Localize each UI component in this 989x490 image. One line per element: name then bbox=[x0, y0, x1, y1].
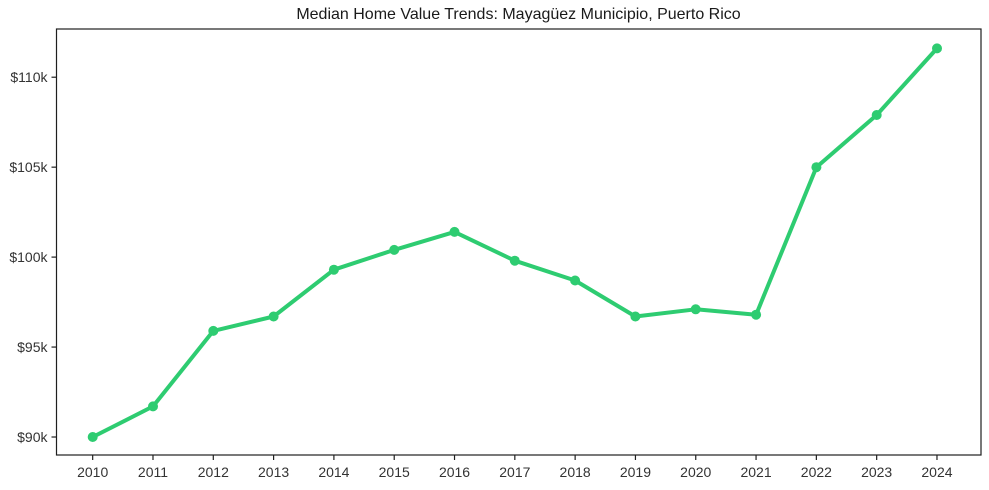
x-axis-tick-label: 2016 bbox=[439, 464, 470, 480]
x-axis-tick-label: 2018 bbox=[560, 464, 591, 480]
y-axis-tick-label: $110k bbox=[10, 69, 48, 85]
x-axis-tick-label: 2012 bbox=[198, 464, 229, 480]
data-point-2010 bbox=[87, 432, 98, 442]
x-axis-tick-label: 2011 bbox=[138, 464, 168, 480]
data-point-2015 bbox=[389, 244, 400, 255]
x-axis-tick-label: 2013 bbox=[258, 464, 289, 480]
data-point-2020 bbox=[690, 304, 701, 315]
y-axis-tick-label: $105k bbox=[9, 159, 48, 175]
data-point-2012 bbox=[208, 325, 219, 336]
x-axis-tick-label: 2019 bbox=[620, 464, 651, 480]
x-axis-tick-label: 2014 bbox=[318, 464, 349, 480]
x-axis-tick-label: 2023 bbox=[861, 464, 892, 480]
data-point-2021 bbox=[751, 309, 762, 320]
x-axis-tick-label: 2017 bbox=[499, 464, 530, 480]
data-point-2016 bbox=[449, 226, 460, 237]
data-point-2014 bbox=[328, 264, 339, 275]
data-point-2022 bbox=[811, 162, 822, 173]
data-point-2013 bbox=[268, 311, 279, 322]
data-point-2011 bbox=[148, 401, 158, 412]
plot-area bbox=[55, 28, 982, 456]
data-point-2018 bbox=[570, 275, 581, 286]
data-point-2024 bbox=[932, 43, 942, 54]
x-axis-tick-label: 2020 bbox=[680, 464, 711, 480]
x-axis-tick-label: 2015 bbox=[379, 464, 410, 480]
x-axis-tick-label: 2022 bbox=[801, 464, 832, 480]
data-point-2023 bbox=[871, 110, 882, 120]
y-axis-tick-label: $90k bbox=[17, 429, 48, 445]
x-axis-tick-label: 2010 bbox=[77, 464, 108, 480]
x-axis-tick-label: 2021 bbox=[740, 464, 771, 480]
x-axis-tick-label: 2024 bbox=[921, 464, 952, 480]
data-point-2017 bbox=[509, 255, 520, 266]
y-axis-tick-label: $95k bbox=[17, 339, 48, 355]
y-axis-tick-label: $100k bbox=[9, 249, 48, 265]
chart-title: Median Home Value Trends: Mayagüez Munic… bbox=[296, 6, 741, 23]
data-point-2019 bbox=[630, 311, 641, 322]
